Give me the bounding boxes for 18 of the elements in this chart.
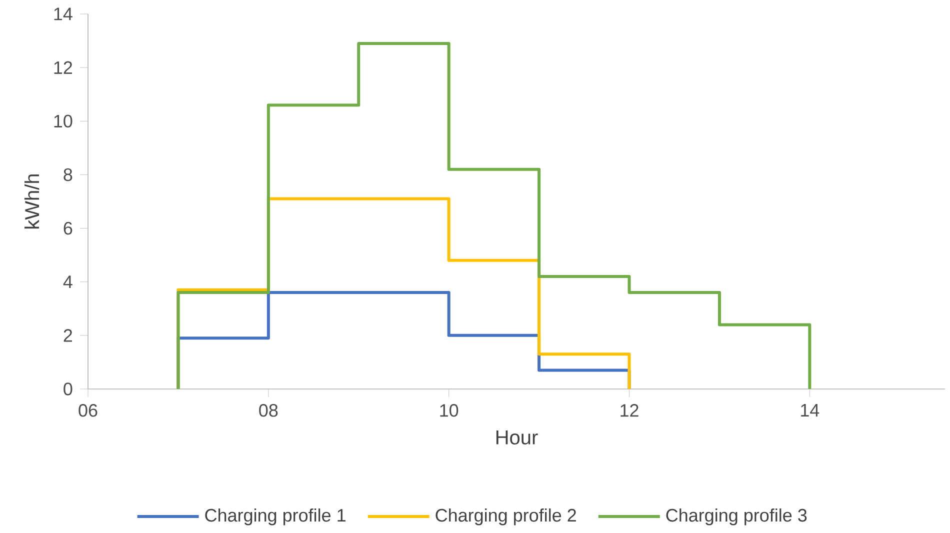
legend-label: Charging profile 2	[436, 508, 576, 526]
x-axis-title: Hour	[496, 430, 538, 444]
y-tick-label: 10	[54, 114, 72, 128]
x-tick-label: 14	[801, 404, 820, 416]
y-tick-label: 12	[54, 61, 72, 74]
y-tick-label: 8	[64, 168, 72, 182]
legend-label: Charging profile 1	[205, 508, 346, 526]
x-tick-label: 06	[78, 404, 98, 417]
x-tick-label: 08	[259, 404, 278, 417]
y-axis-title: kWh/h	[24, 174, 40, 228]
legend-label: Charging profile 3	[666, 508, 807, 526]
y-tick-label: 2	[64, 329, 72, 342]
x-tick-label: 12	[620, 404, 638, 417]
x-tick-label: 10	[440, 404, 458, 417]
y-tick-label: 6	[64, 222, 72, 235]
y-tick-label: 14	[54, 8, 72, 20]
y-tick-label: 0	[64, 382, 72, 396]
y-tick-label: 4	[63, 276, 72, 288]
